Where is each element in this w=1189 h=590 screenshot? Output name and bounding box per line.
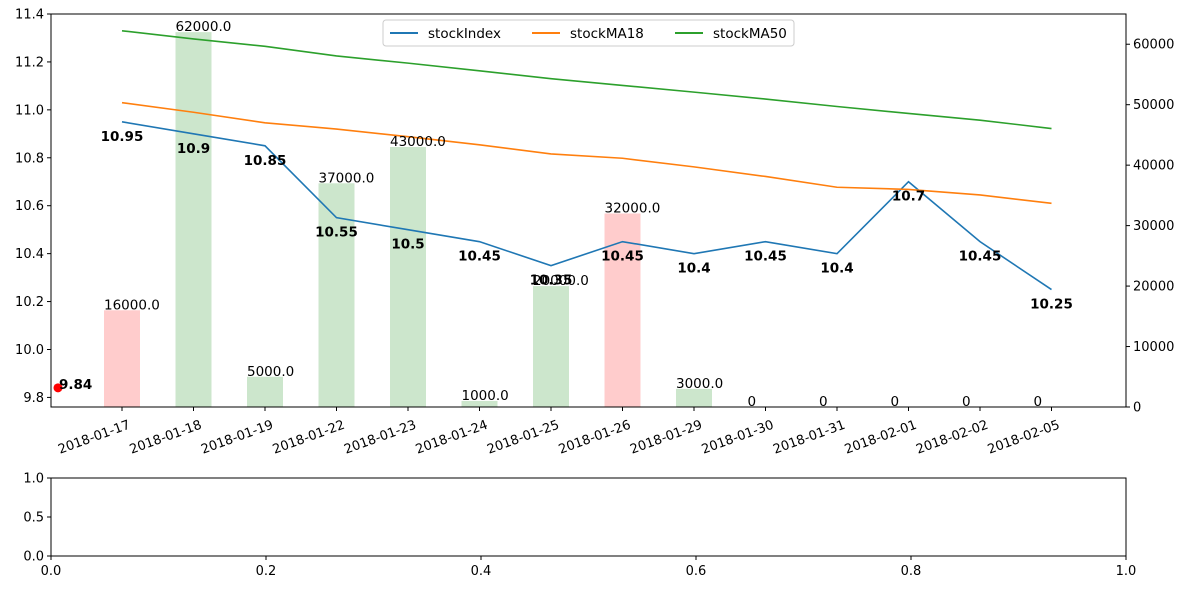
price-label: 10.4 <box>677 261 710 277</box>
subplot-y-tick-label: 1.0 <box>23 472 44 487</box>
volume-label: 0 <box>819 394 828 410</box>
volume-label: 37000.0 <box>319 170 375 186</box>
volume-label: 5000.0 <box>247 364 294 380</box>
volume-bar <box>247 376 283 407</box>
price-label: 10.55 <box>315 225 358 241</box>
plot-frame <box>50 13 1127 408</box>
subplot-x-tick-label: 0.2 <box>256 564 277 579</box>
price-label: 10.45 <box>744 249 787 265</box>
price-label: 10.35 <box>530 273 573 289</box>
price-label: 10.85 <box>244 153 287 169</box>
y-tick-label-right: 60000 <box>1133 38 1174 53</box>
y-tick-label-right: 20000 <box>1133 280 1174 295</box>
y-tick-label-right: 40000 <box>1133 159 1174 174</box>
price-label: 10.45 <box>458 249 501 265</box>
subplot-x-tick-label: 0.0 <box>41 564 62 579</box>
volume-label: 62000.0 <box>176 19 232 35</box>
volume-label: 0 <box>962 394 971 410</box>
volume-bar <box>390 147 426 407</box>
price-label: 10.4 <box>820 261 853 277</box>
x-tick-label: 2018-02-02 <box>914 418 990 458</box>
x-tick-label: 2018-02-05 <box>986 418 1062 458</box>
x-tick-label: 2018-02-01 <box>843 418 919 458</box>
x-tick-label: 2018-01-29 <box>628 418 704 458</box>
y-tick-label-left: 9.8 <box>23 391 44 406</box>
x-tick-label: 2018-01-31 <box>771 418 847 458</box>
y-tick-label-right: 50000 <box>1133 98 1174 113</box>
x-tick-label: 2018-01-18 <box>128 418 204 458</box>
marker-label: 9.84 <box>59 377 92 393</box>
series-line-stockMA50 <box>121 29 1052 130</box>
x-tick-label: 2018-01-25 <box>485 418 561 458</box>
legend-label: stockMA18 <box>570 26 644 42</box>
subplot-x-tick-label: 1.0 <box>1116 564 1137 579</box>
volume-bar <box>175 32 212 408</box>
subplot-frame <box>50 477 1127 557</box>
x-tick-label: 2018-01-30 <box>700 418 776 458</box>
y-tick-label-right: 30000 <box>1133 219 1174 234</box>
x-tick-label: 2018-01-24 <box>414 418 490 458</box>
series-line-stockIndex <box>121 121 1052 291</box>
y-tick-label-left: 11.0 <box>15 103 44 118</box>
x-tick-label: 2018-01-26 <box>557 418 633 458</box>
y-tick-label-right: 10000 <box>1133 340 1174 355</box>
volume-label: 16000.0 <box>104 297 160 313</box>
price-label: 10.5 <box>391 237 424 253</box>
volume-bar <box>604 213 641 407</box>
y-tick-label-left: 10.8 <box>15 151 44 166</box>
marker-point <box>53 383 63 393</box>
price-label: 10.9 <box>177 141 210 157</box>
volume-label: 32000.0 <box>605 201 661 217</box>
volume-label: 43000.0 <box>390 134 446 150</box>
y-tick-label-left: 11.2 <box>15 55 44 70</box>
price-label: 10.45 <box>601 249 644 265</box>
price-label: 10.95 <box>101 129 144 145</box>
subplot-x-tick-label: 0.6 <box>686 564 707 579</box>
volume-bar <box>533 286 569 407</box>
volume-label: 20000.0 <box>533 273 589 289</box>
legend-box <box>382 19 795 47</box>
subplot-y-tick-label: 0.0 <box>23 550 44 565</box>
price-label: 10.45 <box>959 249 1002 265</box>
volume-bar <box>676 388 712 407</box>
volume-bar <box>318 183 355 407</box>
x-tick-label: 2018-01-17 <box>56 418 132 458</box>
subplot-x-tick-label: 0.8 <box>901 564 922 579</box>
x-tick-label: 2018-01-22 <box>271 418 347 458</box>
legend-label: stockMA50 <box>713 26 787 42</box>
volume-bar <box>461 400 498 407</box>
volume-label: 1000.0 <box>462 388 509 404</box>
x-tick-label: 2018-01-23 <box>342 418 418 458</box>
y-tick-label-left: 10.6 <box>15 199 44 214</box>
y-tick-label-left: 10.4 <box>15 247 44 262</box>
volume-label: 0 <box>748 394 757 410</box>
volume-label: 0 <box>1034 394 1043 410</box>
volume-bar <box>104 310 140 407</box>
subplot-y-tick-label: 0.5 <box>23 511 44 526</box>
y-tick-label-left: 11.4 <box>15 8 44 23</box>
volume-label: 3000.0 <box>676 376 723 392</box>
x-tick-label: 2018-01-19 <box>199 418 275 458</box>
series-line-stockMA18 <box>121 101 1052 205</box>
legend-label: stockIndex <box>428 26 501 42</box>
subplot-x-tick-label: 0.4 <box>471 564 492 579</box>
main-price-plot: 16000.0 62000.0 5000.0 37000.0 43000.0 1000.0… <box>15 8 1174 458</box>
price-label: 10.25 <box>1030 297 1073 313</box>
volume-label: 0 <box>891 394 900 410</box>
price-label: 10.7 <box>892 189 925 205</box>
empty-subplot: 0.0 0.5 1.0 0.0 0.2 0.4 0.6 0.8 1.0 <box>23 472 1136 580</box>
y-tick-label-left: 10.2 <box>15 295 44 310</box>
y-tick-label-left: 10.0 <box>15 343 44 358</box>
y-tick-label-right: 0 <box>1133 401 1141 416</box>
